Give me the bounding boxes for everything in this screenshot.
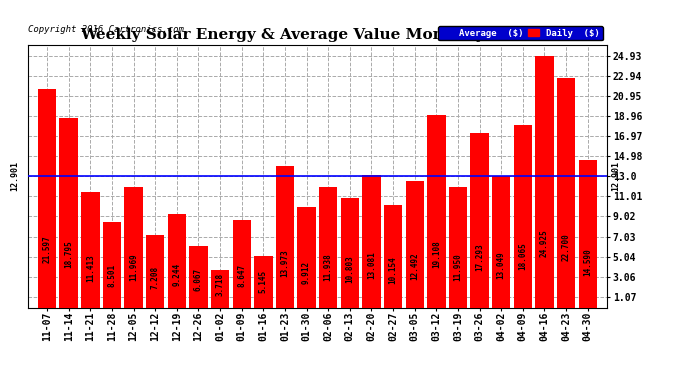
Bar bbox=[297, 207, 316, 308]
Text: 13.973: 13.973 bbox=[280, 249, 290, 277]
Text: 10.803: 10.803 bbox=[345, 255, 355, 283]
Text: 21.597: 21.597 bbox=[43, 236, 52, 263]
Bar bbox=[557, 78, 575, 308]
Text: 14.590: 14.590 bbox=[583, 248, 592, 276]
Bar bbox=[276, 166, 294, 308]
Bar bbox=[362, 176, 381, 308]
Text: 22.700: 22.700 bbox=[562, 234, 571, 261]
Legend: Average  ($), Daily  ($): Average ($), Daily ($) bbox=[438, 26, 602, 40]
Text: 9.244: 9.244 bbox=[172, 262, 181, 286]
Text: 19.108: 19.108 bbox=[432, 240, 441, 268]
Bar bbox=[254, 255, 273, 308]
Text: 18.065: 18.065 bbox=[518, 242, 527, 270]
Bar bbox=[211, 270, 229, 308]
Title: Weekly Solar Energy & Average Value Mon May 2 20:00: Weekly Solar Energy & Average Value Mon … bbox=[81, 28, 554, 42]
Bar bbox=[319, 187, 337, 308]
Text: 3.718: 3.718 bbox=[215, 273, 224, 296]
Text: 13.081: 13.081 bbox=[367, 251, 376, 279]
Bar bbox=[146, 235, 164, 308]
Bar bbox=[233, 220, 251, 308]
Text: 8.647: 8.647 bbox=[237, 264, 246, 287]
Text: 10.154: 10.154 bbox=[388, 256, 397, 284]
Text: 9.912: 9.912 bbox=[302, 261, 311, 285]
Text: 12.901: 12.901 bbox=[611, 161, 620, 191]
Text: 11.413: 11.413 bbox=[86, 254, 95, 282]
Bar bbox=[492, 176, 511, 308]
Bar bbox=[471, 133, 489, 308]
Bar bbox=[168, 214, 186, 308]
Bar bbox=[59, 118, 78, 308]
Bar bbox=[81, 192, 99, 308]
Text: 6.067: 6.067 bbox=[194, 268, 203, 291]
Text: 8.501: 8.501 bbox=[108, 264, 117, 287]
Text: 24.925: 24.925 bbox=[540, 230, 549, 257]
Bar bbox=[341, 198, 359, 308]
Bar bbox=[578, 160, 597, 308]
Bar bbox=[535, 56, 553, 308]
Text: Copyright 2016 Cartronics.com: Copyright 2016 Cartronics.com bbox=[28, 26, 184, 34]
Text: 17.293: 17.293 bbox=[475, 243, 484, 271]
Text: 13.049: 13.049 bbox=[497, 251, 506, 279]
Text: 11.938: 11.938 bbox=[324, 253, 333, 281]
Text: 7.208: 7.208 bbox=[150, 266, 159, 290]
Bar bbox=[124, 187, 143, 308]
Bar bbox=[448, 187, 467, 308]
Bar bbox=[384, 205, 402, 308]
Text: 5.145: 5.145 bbox=[259, 270, 268, 293]
Bar bbox=[38, 90, 57, 308]
Bar bbox=[189, 246, 208, 308]
Bar bbox=[406, 182, 424, 308]
Text: 12.492: 12.492 bbox=[411, 252, 420, 280]
Text: 18.795: 18.795 bbox=[64, 240, 73, 268]
Bar bbox=[513, 125, 532, 308]
Text: 12.901: 12.901 bbox=[10, 161, 19, 191]
Text: 11.969: 11.969 bbox=[129, 253, 138, 281]
Bar bbox=[427, 115, 446, 308]
Bar bbox=[103, 222, 121, 308]
Text: 11.950: 11.950 bbox=[453, 253, 462, 281]
